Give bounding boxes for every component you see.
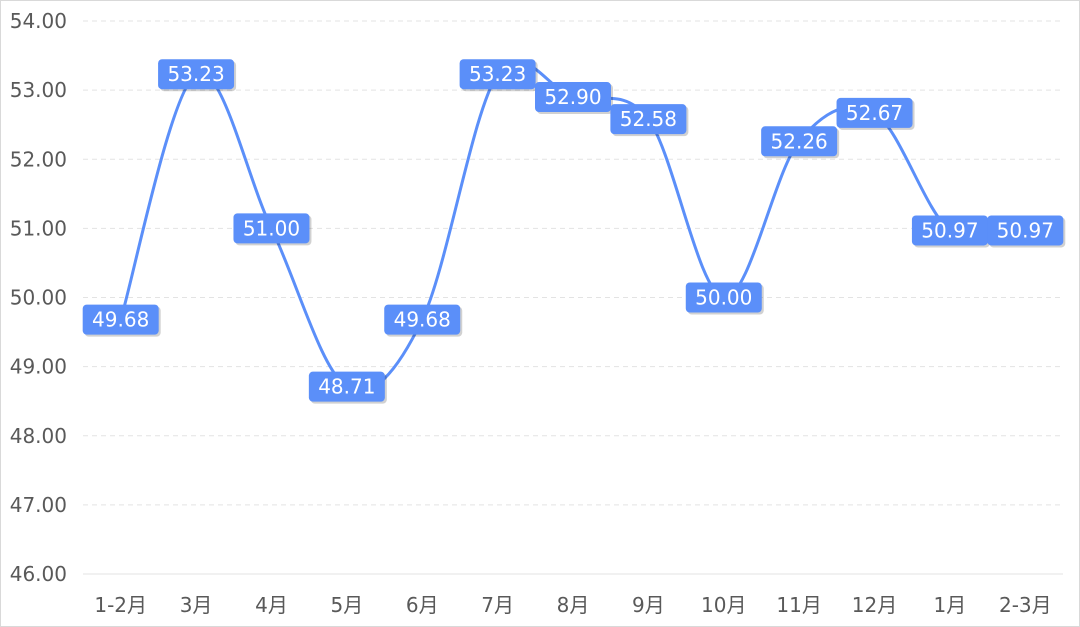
x-tick-label: 7月	[481, 593, 514, 617]
data-label-text: 52.26	[771, 129, 828, 153]
data-label-box	[685, 282, 762, 313]
data-label-text: 53.23	[469, 62, 526, 86]
data-label: 52.67	[836, 97, 915, 130]
x-tick-label: 11月	[776, 593, 821, 617]
x-tick-label: 5月	[330, 593, 363, 617]
y-tick-label: 50.00	[10, 286, 67, 310]
data-label: 53.23	[459, 59, 538, 92]
data-label: 52.26	[761, 126, 840, 159]
y-tick-label: 52.00	[10, 147, 67, 171]
data-label-text: 50.00	[695, 286, 752, 310]
data-label-box	[610, 104, 687, 135]
data-label-text: 51.00	[243, 216, 300, 240]
data-labels: 49.68 53.23 51.00 48.71 49.68 53.23 52.90 52.58…	[82, 59, 1066, 404]
data-label-box	[233, 213, 310, 244]
data-label: 49.68	[82, 304, 161, 337]
data-label-box	[911, 215, 988, 246]
data-label-box	[158, 59, 235, 90]
data-label-box	[535, 82, 611, 113]
x-axis: 1-2月 3月 4月 5月 6月 7月 8月 9月 10月 11月 12月 1月 2-3月	[94, 593, 1051, 617]
data-label-text: 49.68	[394, 308, 451, 332]
data-label: 49.68	[384, 304, 463, 337]
data-label-text: 52.90	[544, 85, 601, 109]
x-tick-label: 6月	[406, 593, 439, 617]
data-label-box	[459, 59, 536, 90]
data-label-box	[761, 126, 838, 157]
x-tick-label: 1-2月	[94, 593, 147, 617]
data-label: 52.58	[610, 104, 689, 137]
y-tick-label: 51.00	[10, 216, 67, 240]
x-tick-label: 2-3月	[999, 593, 1052, 617]
y-tick-label: 49.00	[10, 355, 67, 379]
x-tick-label: 12月	[852, 593, 897, 617]
y-axis: 46.00 47.00 48.00 49.00 50.00 51.00 52.00 53.00…	[10, 9, 67, 586]
x-tick-label: 1月	[934, 593, 967, 617]
data-label-box	[987, 215, 1064, 246]
data-label: 52.90	[535, 82, 613, 115]
y-tick-label: 46.00	[10, 562, 67, 586]
y-tick-label: 54.00	[10, 9, 67, 33]
data-label: 53.23	[158, 59, 237, 92]
data-label: 48.71	[308, 371, 387, 404]
data-label: 51.00	[233, 213, 312, 246]
data-label-text: 50.97	[921, 218, 978, 242]
data-label-text: 50.97	[997, 218, 1054, 242]
x-tick-label: 9月	[632, 593, 665, 617]
y-tick-label: 47.00	[10, 493, 67, 517]
data-label-text: 52.58	[620, 107, 677, 131]
x-tick-label: 3月	[180, 593, 213, 617]
data-label-text: 48.71	[318, 375, 375, 399]
data-label-box	[308, 371, 385, 402]
data-label-box	[836, 97, 913, 128]
data-label: 50.97	[987, 215, 1066, 248]
data-label-box	[384, 304, 461, 335]
data-label-box	[82, 304, 159, 335]
data-label: 50.00	[685, 282, 764, 315]
data-label-text: 49.68	[92, 308, 149, 332]
y-tick-label: 53.00	[10, 78, 67, 102]
x-tick-label: 10月	[701, 593, 746, 617]
data-label-text: 52.67	[846, 101, 903, 125]
data-label: 50.97	[911, 215, 990, 248]
x-tick-label: 4月	[255, 593, 288, 617]
data-label-text: 53.23	[167, 62, 224, 86]
x-tick-label: 8月	[557, 593, 590, 617]
y-tick-label: 48.00	[10, 424, 67, 448]
